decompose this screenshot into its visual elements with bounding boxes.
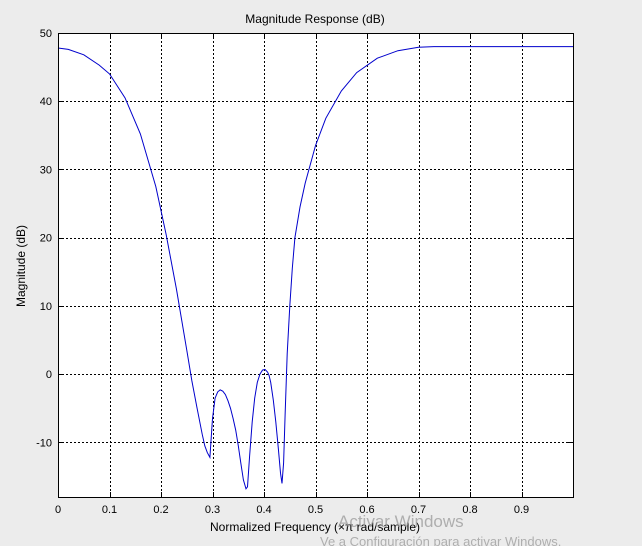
y-tick-labels: -10 0 10 20 30 40 50 <box>36 28 52 449</box>
y-tick-label: 20 <box>40 233 52 245</box>
tick-marks <box>58 33 573 497</box>
y-tick-label: 50 <box>40 28 52 40</box>
series-group <box>57 46 573 490</box>
x-tick-label: 0 <box>55 504 61 516</box>
y-tick-label: 30 <box>40 164 52 176</box>
y-tick-label: 10 <box>40 301 52 313</box>
magnitude-response-line <box>57 46 573 490</box>
grid-lines <box>58 33 573 497</box>
y-axis-label: Magnitude (dB) <box>14 225 28 307</box>
axes-background <box>58 33 573 497</box>
y-tick-label: 40 <box>40 96 52 108</box>
x-tick-label: 0.8 <box>462 504 477 516</box>
x-tick-label: 0.6 <box>359 504 374 516</box>
watermark-subtitle: Ve a Configuración para activar Windows. <box>320 534 561 546</box>
x-tick-labels: 0 0.1 0.2 0.3 0.4 0.5 0.6 0.7 0.8 0.9 <box>55 504 529 516</box>
x-tick-label: 0.3 <box>205 504 220 516</box>
watermark-title: Activar Windows <box>338 512 464 531</box>
x-tick-label: 0.4 <box>256 504 271 516</box>
y-tick-label: 0 <box>46 369 52 381</box>
x-tick-label: 0.7 <box>411 504 426 516</box>
chart-title: Magnitude Response (dB) <box>245 12 384 26</box>
y-tick-label: -10 <box>36 437 52 449</box>
x-tick-label: 0.1 <box>102 504 117 516</box>
x-axis-label: Normalized Frequency (×π rad/sample) <box>210 520 420 534</box>
x-tick-label: 0.9 <box>514 504 529 516</box>
x-tick-label: 0.5 <box>308 504 323 516</box>
x-tick-label: 0.2 <box>153 504 168 516</box>
